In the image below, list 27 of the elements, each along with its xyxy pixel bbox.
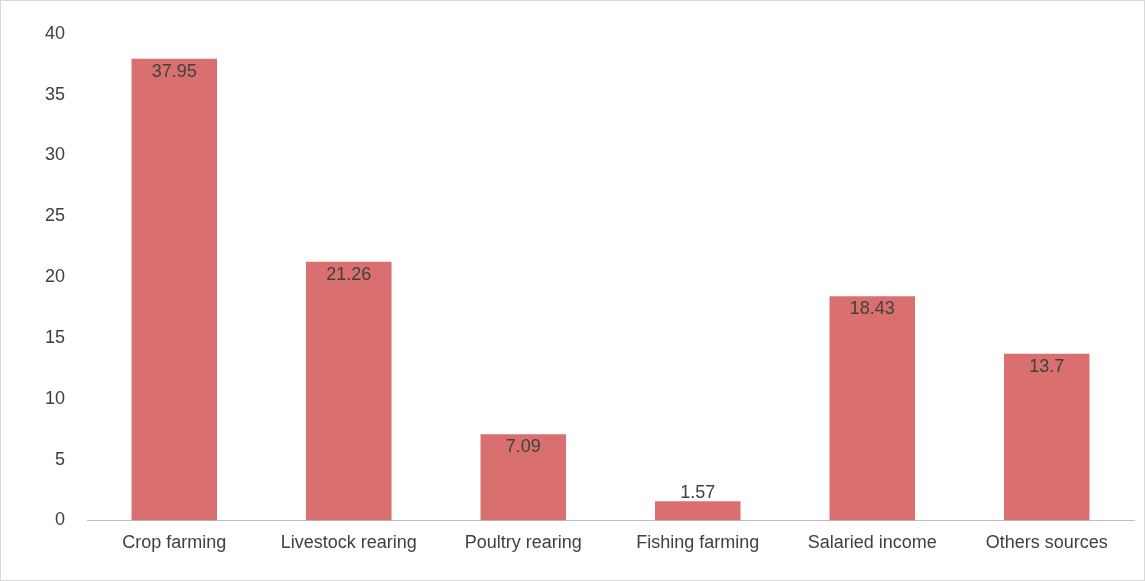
bar <box>1004 353 1090 521</box>
y-tick-label: 30 <box>44 144 66 165</box>
data-label: 7.09 <box>505 436 541 457</box>
x-tick-label: Fishing farming <box>636 532 760 553</box>
y-tick-label: 10 <box>44 387 66 408</box>
y-tick-label: 0 <box>55 509 66 530</box>
data-label: 1.57 <box>680 482 716 503</box>
y-tick-label: 35 <box>44 83 66 104</box>
data-label: 21.26 <box>326 263 372 284</box>
x-tick-label: Crop farming <box>122 532 227 553</box>
x-tick-label: Salaried income <box>807 532 937 553</box>
y-tick-label: 5 <box>55 448 66 469</box>
x-tick-label: Poultry rearing <box>464 532 582 553</box>
y-tick-label: 15 <box>44 326 66 347</box>
x-tick-label: Livestock rearing <box>280 532 417 553</box>
y-tick-label: 40 <box>44 22 66 43</box>
bar <box>131 58 218 521</box>
bar <box>480 434 567 521</box>
bar <box>306 261 392 521</box>
data-label: 13.7 <box>1029 355 1065 376</box>
bar <box>655 501 741 521</box>
y-tick-label: 25 <box>44 205 66 226</box>
y-tick-label: 20 <box>44 266 66 287</box>
data-label: 37.95 <box>151 60 197 81</box>
x-tick-label: Others sources <box>985 532 1108 553</box>
bar <box>829 296 916 521</box>
data-label: 18.43 <box>849 298 895 319</box>
